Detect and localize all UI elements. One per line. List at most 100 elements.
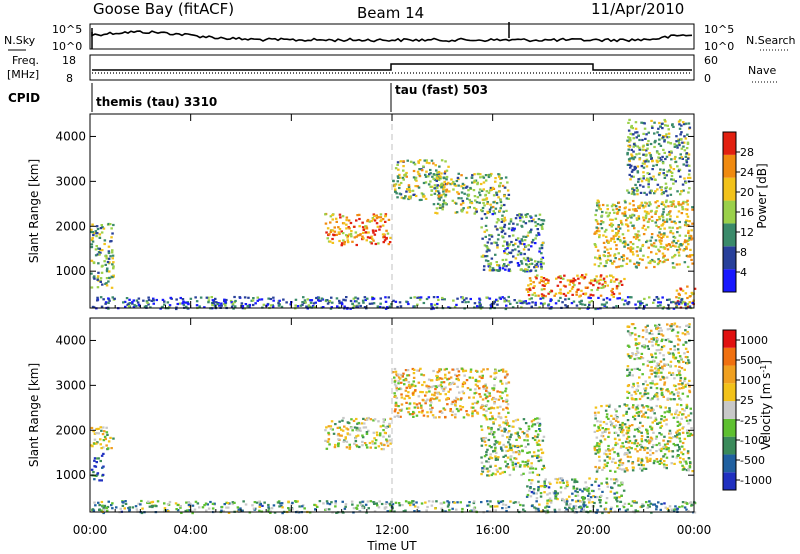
echo-cell: [682, 189, 685, 192]
echo-cell: [496, 218, 500, 221]
echo-cell: [258, 509, 261, 512]
echo-cell: [537, 449, 540, 452]
echo-cell: [392, 179, 395, 182]
echo-cell: [509, 458, 512, 461]
echo-cell: [490, 406, 493, 409]
echo-cell: [643, 415, 647, 419]
echo-cell: [650, 233, 654, 236]
echo-cell: [413, 510, 416, 513]
echo-cell: [633, 390, 636, 393]
echo-cell: [424, 402, 427, 405]
echo-cell: [684, 383, 688, 386]
echo-cell: [669, 193, 673, 196]
echo-cell: [530, 462, 533, 465]
echo-cell: [657, 142, 661, 146]
echo-cell: [670, 508, 673, 511]
echo-cell: [394, 385, 398, 388]
echo-cell: [681, 202, 685, 205]
echo-cell: [669, 215, 672, 218]
echo-cell: [175, 307, 178, 311]
echo-cell: [329, 240, 332, 243]
echo-cell: [418, 159, 422, 162]
echo-cell: [514, 242, 517, 245]
echo-cell: [95, 235, 98, 238]
echo-cell: [648, 440, 652, 443]
echo-cell: [383, 443, 386, 447]
echo-cell: [244, 503, 248, 506]
echo-cell: [207, 507, 211, 510]
echo-cell: [668, 409, 671, 412]
echo-cell: [676, 449, 679, 452]
echo-cell: [504, 415, 508, 419]
echo-cell: [484, 194, 487, 197]
echo-cell: [494, 253, 497, 256]
echo-cell: [571, 509, 575, 512]
echo-cell: [461, 208, 464, 211]
echo-cell: [94, 230, 98, 233]
echo-cell: [408, 190, 412, 193]
echo-cell: [537, 509, 540, 513]
echo-cell: [553, 508, 557, 511]
echo-cell: [635, 237, 638, 240]
echo-cell: [659, 144, 663, 147]
echo-cell: [301, 303, 304, 306]
echo-cell: [675, 416, 679, 419]
echo-cell: [429, 404, 432, 407]
echo-cell: [654, 416, 657, 419]
echo-cell: [500, 226, 504, 229]
echo-cell: [646, 210, 649, 214]
echo-cell: [683, 135, 686, 138]
echo-cell: [680, 147, 684, 150]
echo-cell: [650, 360, 653, 363]
echo-cell: [622, 445, 625, 448]
echo-cell: [405, 407, 409, 410]
echo-cell: [347, 226, 350, 229]
echo-cell: [524, 300, 527, 303]
echo-cell: [435, 179, 438, 182]
echo-cell: [671, 450, 675, 453]
echo-cell: [391, 503, 395, 506]
echo-cell: [661, 162, 665, 165]
echo-cell: [505, 465, 508, 468]
echo-cell: [422, 301, 426, 305]
echo-cell: [338, 420, 341, 423]
echo-cell: [533, 435, 537, 438]
echo-cell: [607, 251, 610, 255]
echo-cell: [389, 509, 392, 512]
echo-cell: [660, 189, 663, 192]
echo-cell: [471, 402, 474, 405]
echo-cell: [440, 411, 444, 414]
echo-cell: [544, 506, 547, 509]
echo-cell: [374, 439, 378, 442]
echo-cell: [627, 407, 631, 410]
echo-cell: [361, 434, 364, 437]
echo-cell: [431, 414, 435, 417]
echo-cell: [620, 221, 623, 224]
echo-cell: [615, 247, 618, 251]
echo-cell: [340, 244, 343, 247]
echo-cell: [676, 300, 680, 303]
echo-cell: [650, 209, 653, 212]
echo-cell: [646, 324, 649, 327]
echo-cell: [590, 279, 593, 282]
echo-cell: [450, 178, 453, 181]
echo-cell: [349, 307, 352, 310]
echo-cell: [631, 500, 635, 503]
echo-cell: [526, 268, 529, 271]
echo-cell: [576, 274, 579, 277]
echo-cell: [454, 211, 457, 214]
echo-cell: [594, 480, 597, 483]
echo-cell: [676, 146, 679, 149]
echo-cell: [145, 300, 149, 303]
echo-cell: [542, 277, 546, 280]
echo-cell: [653, 260, 656, 263]
echo-cell: [106, 509, 109, 512]
echo-cell: [548, 497, 552, 500]
echo-cell: [547, 499, 551, 502]
echo-cell: [500, 228, 504, 231]
echo-cell: [426, 505, 429, 509]
echo-cell: [389, 504, 392, 507]
echo-cell: [378, 434, 382, 437]
echo-cell: [613, 496, 617, 499]
echo-cell: [521, 239, 524, 242]
